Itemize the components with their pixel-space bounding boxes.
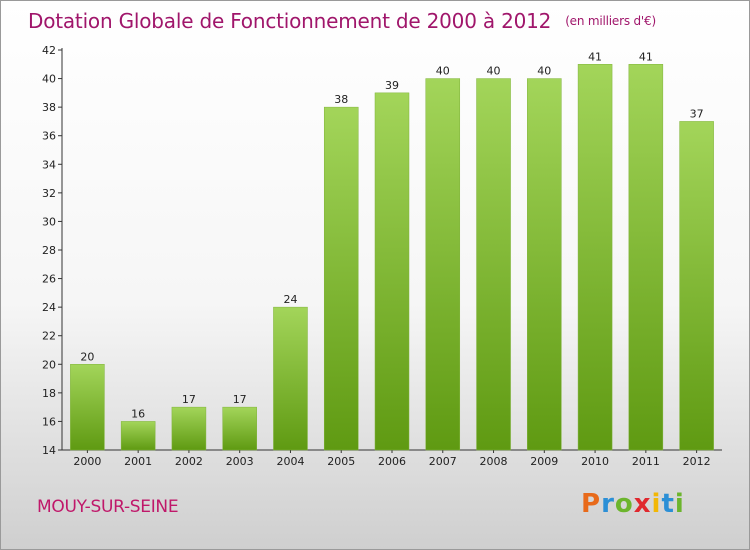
- logo-letter: x: [633, 489, 652, 519]
- y-tick-label: 22: [42, 330, 56, 343]
- logo-letter: t: [661, 489, 675, 519]
- bar: [476, 78, 511, 451]
- x-tick-label: 2002: [175, 455, 203, 468]
- y-tick-label: 18: [42, 387, 56, 400]
- x-tick-label: 2008: [480, 455, 508, 468]
- bar: [222, 406, 257, 451]
- bar: [273, 306, 308, 451]
- y-tick-label: 26: [42, 273, 56, 286]
- x-tick-label: 2005: [327, 455, 355, 468]
- bar: [323, 106, 359, 451]
- y-tick-label: 42: [42, 44, 56, 57]
- bars: [70, 64, 714, 451]
- y-tick-label: 40: [42, 73, 56, 86]
- x-tick-label: 2010: [581, 455, 609, 468]
- x-tick-label: 2001: [124, 455, 152, 468]
- logo-letter: i: [674, 489, 685, 519]
- data-label: 38: [334, 93, 348, 106]
- x-tick-label: 2000: [73, 455, 101, 468]
- chart-title-text: Dotation Globale de Fonctionnement de 20…: [28, 9, 552, 33]
- y-tick-label: 38: [42, 101, 56, 114]
- bar: [527, 78, 562, 451]
- data-label: 17: [182, 393, 196, 406]
- bar: [628, 64, 664, 451]
- data-labels: 20 16 17 17 24 38 39 40 40 40 41 41 37: [80, 50, 703, 420]
- data-label: 37: [690, 107, 704, 120]
- data-label: 41: [588, 50, 602, 63]
- logo-letter: r: [601, 489, 615, 519]
- bar: [577, 64, 613, 451]
- proxiti-logo: Proxiti: [581, 489, 685, 519]
- logo-letter: o: [614, 489, 634, 519]
- data-label: 41: [639, 50, 653, 63]
- bar: [70, 364, 105, 451]
- data-label: 24: [283, 293, 297, 306]
- data-label: 16: [131, 407, 145, 420]
- x-tick-label: 2011: [632, 455, 660, 468]
- bar: [425, 78, 461, 451]
- chart-unit: (en milliers d'€): [565, 14, 656, 28]
- commune-name: MOUY-SUR-SEINE: [37, 497, 179, 517]
- y-tick-label: 32: [42, 187, 56, 200]
- bar: [120, 421, 156, 451]
- bar: [374, 92, 410, 451]
- data-label: 20: [80, 350, 94, 363]
- data-label: 40: [436, 65, 450, 78]
- x-tick-label: 2012: [683, 455, 711, 468]
- y-tick-label: 34: [42, 158, 56, 171]
- logo-letter: i: [651, 489, 662, 519]
- data-label: 40: [537, 65, 551, 78]
- x-tick-label: 2006: [378, 455, 406, 468]
- bar: [679, 121, 714, 451]
- x-tick-label: 2003: [226, 455, 254, 468]
- logo-letter: P: [581, 489, 602, 519]
- y-tick-label: 14: [42, 444, 56, 457]
- data-label: 39: [385, 79, 399, 92]
- x-tick-label: 2009: [530, 455, 558, 468]
- bar: [171, 406, 207, 451]
- data-label: 40: [487, 65, 501, 78]
- y-tick-label: 30: [42, 215, 56, 228]
- data-label: 17: [233, 393, 247, 406]
- x-tick-label: 2007: [429, 455, 457, 468]
- y-tick-label: 20: [42, 358, 56, 371]
- y-tick-label: 36: [42, 130, 56, 143]
- y-tick-label: 24: [42, 301, 56, 314]
- x-tick-label: 2004: [276, 455, 304, 468]
- y-tick-label: 16: [42, 415, 56, 428]
- chart-title: Dotation Globale de Fonctionnement de 20…: [28, 9, 656, 33]
- y-tick-label: 28: [42, 244, 56, 257]
